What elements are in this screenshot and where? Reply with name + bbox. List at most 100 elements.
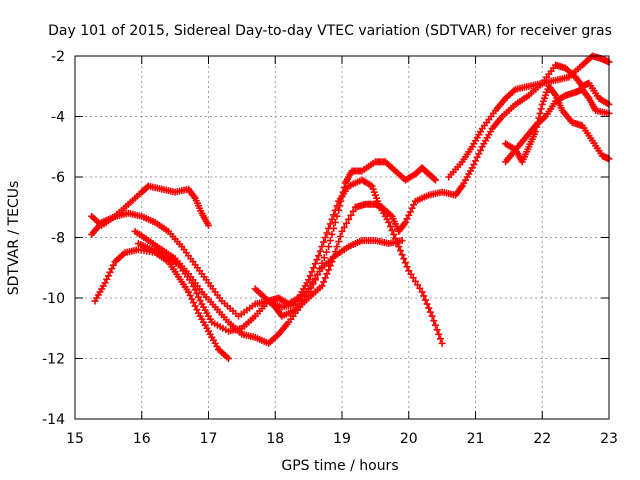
data-point [421,296,429,304]
y-tick-label: -2 [51,49,65,65]
data-point [472,157,479,165]
data-point [403,263,411,271]
data-point [398,237,406,245]
data-point [310,264,318,272]
data-point [305,276,313,284]
data-point [320,238,328,246]
data-point [468,164,476,172]
data-point [331,248,339,256]
x-tick-label: 22 [533,431,551,447]
data-point [532,128,540,136]
data-point [406,208,414,216]
data-point [333,202,341,210]
data-point [322,248,330,256]
data-point [328,230,336,238]
data-point [188,295,196,303]
data-point [103,275,111,283]
data-point [430,175,438,183]
data-point [431,321,439,329]
data-point [330,211,338,219]
data-point [326,262,334,270]
data-point [428,312,436,320]
data-point [194,293,202,301]
data-point [314,270,322,278]
data-point [316,247,324,255]
data-point [323,229,331,237]
series-track-8 [458,61,613,190]
data-point [191,286,199,294]
data-point [418,288,426,296]
data-point [416,284,424,292]
data-point [391,235,399,243]
data-point [104,272,112,280]
data-point [323,270,331,278]
data-point [205,221,212,229]
data-point [405,211,413,219]
series-track-4 [131,158,439,347]
data-point [433,326,441,334]
data-point [318,243,326,251]
x-tick-label: 19 [333,431,351,447]
data-point [325,243,333,251]
series-track-10 [502,82,613,166]
series-track-1 [88,182,212,229]
data-point [435,330,443,338]
data-point [407,270,415,278]
data-point [325,224,333,232]
data-point [584,93,592,101]
data-point [533,123,541,131]
data-point [320,278,328,286]
y-axis-label: SDTVAR / TECUs [6,181,22,296]
data-point [430,317,438,325]
data-point [328,215,336,223]
series-track-5 [134,176,446,347]
data-point [331,206,339,214]
data-point [342,219,350,227]
data-point [190,193,198,201]
data-point [315,252,323,260]
data-point [386,222,394,230]
series-layer [88,52,613,362]
data-point [420,292,428,300]
series-track-2 [88,209,406,320]
data-point [345,215,353,223]
data-point [473,153,481,161]
data-point [405,267,413,275]
data-point [189,299,197,307]
data-point [385,218,393,226]
data-point [193,306,201,314]
data-point [414,281,422,289]
grid [75,56,609,419]
data-point [318,259,326,267]
data-point [431,176,439,184]
data-point [196,297,204,305]
data-point [318,282,326,290]
data-point [184,288,192,296]
data-point [309,280,317,288]
data-point [328,258,336,266]
data-point [306,272,314,280]
data-point [395,243,403,251]
data-point [390,230,398,238]
data-point [308,268,316,276]
data-point [330,253,338,261]
data-point [400,220,408,228]
data-point [396,247,404,255]
x-tick-label: 17 [200,431,218,447]
data-point [477,146,485,154]
data-point [338,227,346,235]
data-point [189,282,197,290]
x-axis-label: GPS time / hours [281,458,398,474]
data-point [401,218,409,226]
data-point [457,184,465,192]
y-tick-label: -8 [51,231,65,247]
data-point [398,251,406,259]
x-tick-label: 21 [467,431,485,447]
data-point [347,211,355,219]
series-track-6 [251,182,466,320]
data-point [340,223,348,231]
data-point [335,238,343,246]
y-tick-label: -12 [42,352,65,368]
data-point [333,212,341,220]
